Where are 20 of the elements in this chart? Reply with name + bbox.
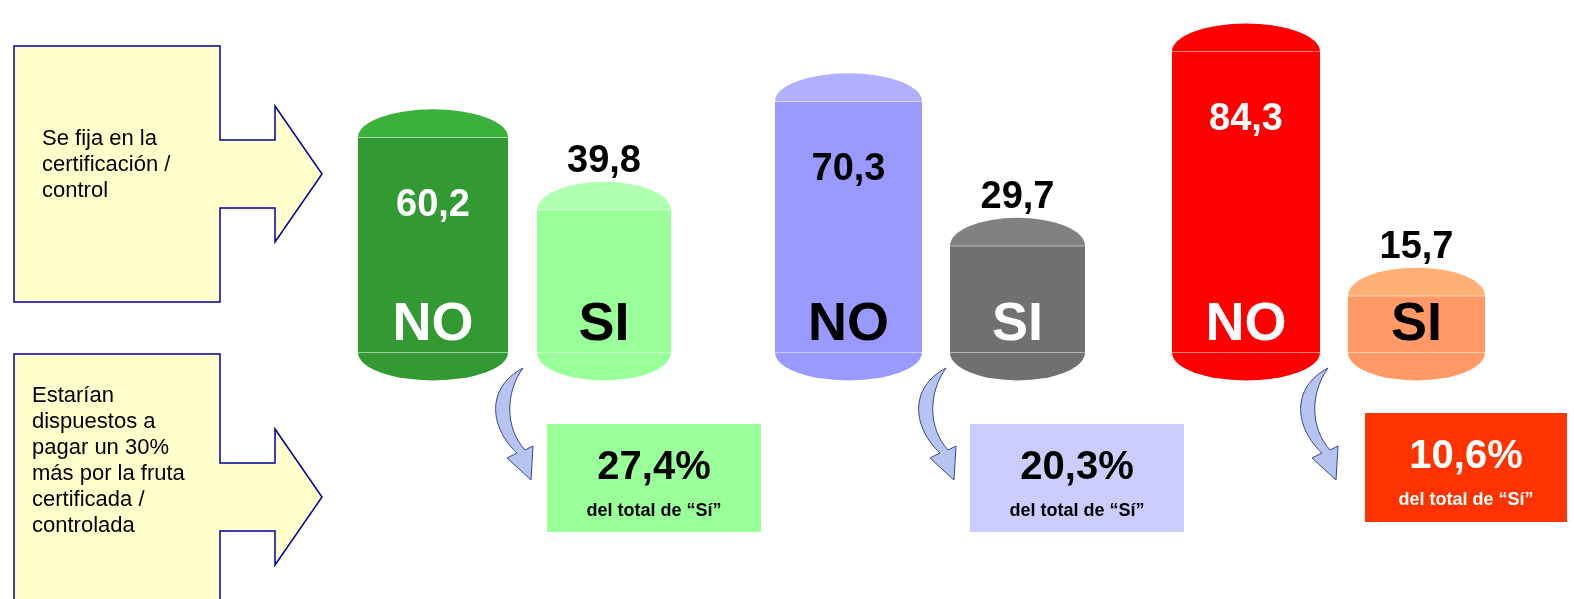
text: del total de “Sí” (1009, 500, 1145, 520)
data-label: 39,8 (567, 138, 641, 181)
data-label: 29,7 (980, 174, 1055, 217)
data-label: 70,3 (811, 145, 886, 188)
text: del total de “Sí” (586, 500, 722, 520)
text: Se fija en la certificación / control (42, 125, 172, 202)
text: 27,4% (597, 443, 711, 487)
text: del total de “Sí” (1398, 489, 1534, 509)
x-tick-label: SI (991, 291, 1044, 351)
x-tick-label: NO (392, 291, 474, 351)
text: 10,6% (1409, 432, 1523, 476)
text: 20,3% (1020, 443, 1134, 487)
data-label: 60,2 (396, 181, 470, 224)
x-tick-label: SI (1390, 291, 1443, 351)
x-tick-label: SI (578, 291, 630, 351)
data-label: 15,7 (1379, 224, 1454, 267)
x-tick-label: NO (808, 291, 889, 351)
x-tick-label: NO (1205, 291, 1287, 351)
text: Estarían dispuestos a pagar un 30% más por la fruta certificada / controlada (32, 382, 186, 537)
data-label: 84,3 (1209, 96, 1283, 138)
